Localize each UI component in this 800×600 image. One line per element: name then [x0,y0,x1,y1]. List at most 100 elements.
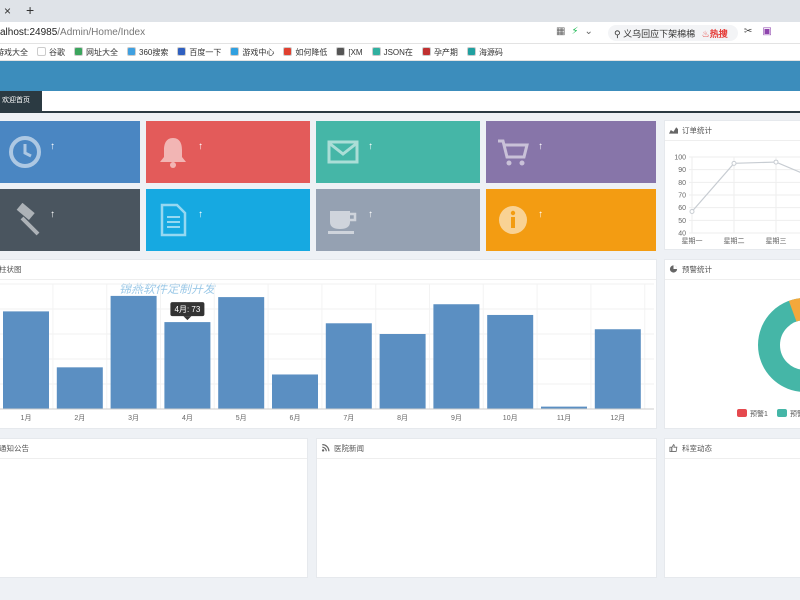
x-tick-label: 星期一 [682,237,703,245]
legend-swatch[interactable] [777,409,787,417]
extension-icon[interactable]: ▣ [762,26,772,37]
trend-arrow-icon: ↑ [538,141,543,152]
bookmark-label: 海源码 [478,48,503,57]
bookmark-item[interactable]: 百度一下 [177,44,221,60]
chevron-down-icon[interactable]: ⌄ [584,26,593,37]
bookmark-item[interactable]: 网址大全 [74,44,118,60]
bookmark-item[interactable]: 游戏大全 [0,44,28,60]
bookmark-label: 360搜索 [139,48,169,57]
search-box[interactable]: ⚲ 义乌回应下架棉棉 ♨热搜 [608,25,738,41]
address-bar[interactable]: alhost:24985/Admin/Home/Index ▦ ⚡ ⌄ ⚲ 义乌回应… [0,22,800,44]
bar-chart-panel: 柱状图 锦燕软件定制开发 1月 2月 3月 4月 5月 6月 7月 8月 9月 10月 11月 12月… [0,259,657,429]
data-point[interactable] [773,159,779,165]
x-tick-label: 8月 [397,414,408,422]
legend-label[interactable]: 预警 [790,409,800,418]
order-stats-title: 订单统计 [682,126,712,135]
news-header: 医院新闻 [317,439,656,459]
legend-swatch[interactable] [737,409,747,417]
bookmark-favicon-icon [421,47,431,56]
bar[interactable] [433,304,480,409]
stat-tile[interactable]: ↑ [146,121,310,183]
x-tick-label: 10月 [503,414,518,422]
bar[interactable] [272,374,318,409]
trend-arrow-icon: ↑ [50,209,55,220]
stat-tile[interactable]: ↑ [0,121,140,183]
x-tick-label: 7月 [343,414,354,422]
bar[interactable] [541,406,587,409]
bar[interactable] [594,329,641,409]
bar[interactable] [379,334,426,409]
stat-tile[interactable]: ↑ [0,189,140,251]
x-tick-label: 9月 [451,414,462,422]
stat-tile[interactable]: ↑ [146,189,310,251]
stat-tile[interactable]: ↑ [316,121,480,183]
hot-search-label: 热搜 [709,29,728,39]
search-text: 义乌回应下架棉棉 [623,29,696,39]
y-tick-label: 90 [678,167,686,174]
data-point[interactable] [689,208,695,214]
close-tab-icon[interactable]: × [4,4,12,18]
tab-home[interactable]: 欢迎首页 [0,91,42,111]
bookmark-item[interactable]: 谷歌 [37,44,65,60]
clock-icon [9,136,41,168]
donut-slice[interactable] [788,298,800,322]
stat-tile[interactable]: ↑ [486,189,656,251]
cart-icon [498,139,529,166]
bookmark-item[interactable]: 如何降低 [283,44,327,60]
lightning-icon[interactable]: ⚡ [571,26,579,37]
pie-chart-icon [669,265,678,273]
bookmark-label: JSON在 [383,48,413,57]
data-point[interactable] [731,160,737,166]
bookmark-favicon-icon [283,47,293,56]
bar-tooltip: 4月: 73 [170,302,205,321]
app-header [0,61,800,91]
app-tab-strip: 欢迎首页 [0,91,800,113]
bookmark-item[interactable]: JSON在 [371,44,413,60]
tooltip-pointer [183,316,192,321]
x-tick-label: 5月 [236,414,247,422]
x-tick-label: 12月 [610,414,625,422]
bar[interactable] [218,297,265,409]
url-text[interactable]: alhost:24985/Admin/Home/Index [0,27,145,38]
trend-arrow-icon: ↑ [50,141,55,152]
donut-slice[interactable] [758,298,800,392]
area-chart-icon [669,127,678,134]
bar[interactable] [164,322,211,409]
x-tick-label: 3月 [128,414,139,422]
new-tab-icon[interactable]: + [26,2,35,18]
gavel-icon [16,203,40,236]
grid-icon[interactable]: ▦ [556,26,566,37]
bar[interactable] [56,367,103,409]
stat-tile[interactable]: ↑ [486,121,656,183]
x-tick-label: 1月 [21,414,32,422]
x-tick-label: 星期二 [724,237,745,245]
scissors-icon[interactable]: ✂ [744,26,753,37]
bookmark-item[interactable]: 游戏中心 [230,44,274,60]
order-stats-header: 订单统计 [665,121,800,141]
warning-stats-title: 预警统计 [682,265,712,274]
x-tick-label: 6月 [290,414,301,422]
bookmark-label: 网址大全 [86,48,118,57]
notice-panel: 通知公告 [0,438,308,578]
bookmark-item[interactable]: [XM [336,44,363,60]
news-panel: 医院新闻 [316,438,657,578]
y-tick-label: 50 [678,218,686,225]
bar[interactable] [325,323,372,409]
hot-search-badge[interactable]: ♨热搜 [701,29,728,39]
activity-header: 科室动态 [665,439,800,459]
bookmark-favicon-icon [466,47,476,56]
bookmark-item[interactable]: 孕产期 [421,44,458,60]
stat-tile[interactable]: ↑ [316,189,480,251]
bar[interactable] [487,314,534,409]
news-title: 医院新闻 [334,444,364,453]
x-tick-label: 11月 [557,414,571,422]
bookmark-favicon-icon [230,47,240,56]
bar[interactable] [110,295,157,409]
bar[interactable] [3,311,49,409]
order-line-chart: 40 50 60 70 80 90 100 星期一 星期二 星期三 [674,155,800,245]
bookmark-item[interactable]: 360搜索 [127,44,169,60]
search-icon: ⚲ [614,29,621,39]
legend-label[interactable]: 预警1 [750,409,768,418]
bookmark-item[interactable]: 海源码 [466,44,503,60]
bookmark-label: 谷歌 [49,48,65,57]
